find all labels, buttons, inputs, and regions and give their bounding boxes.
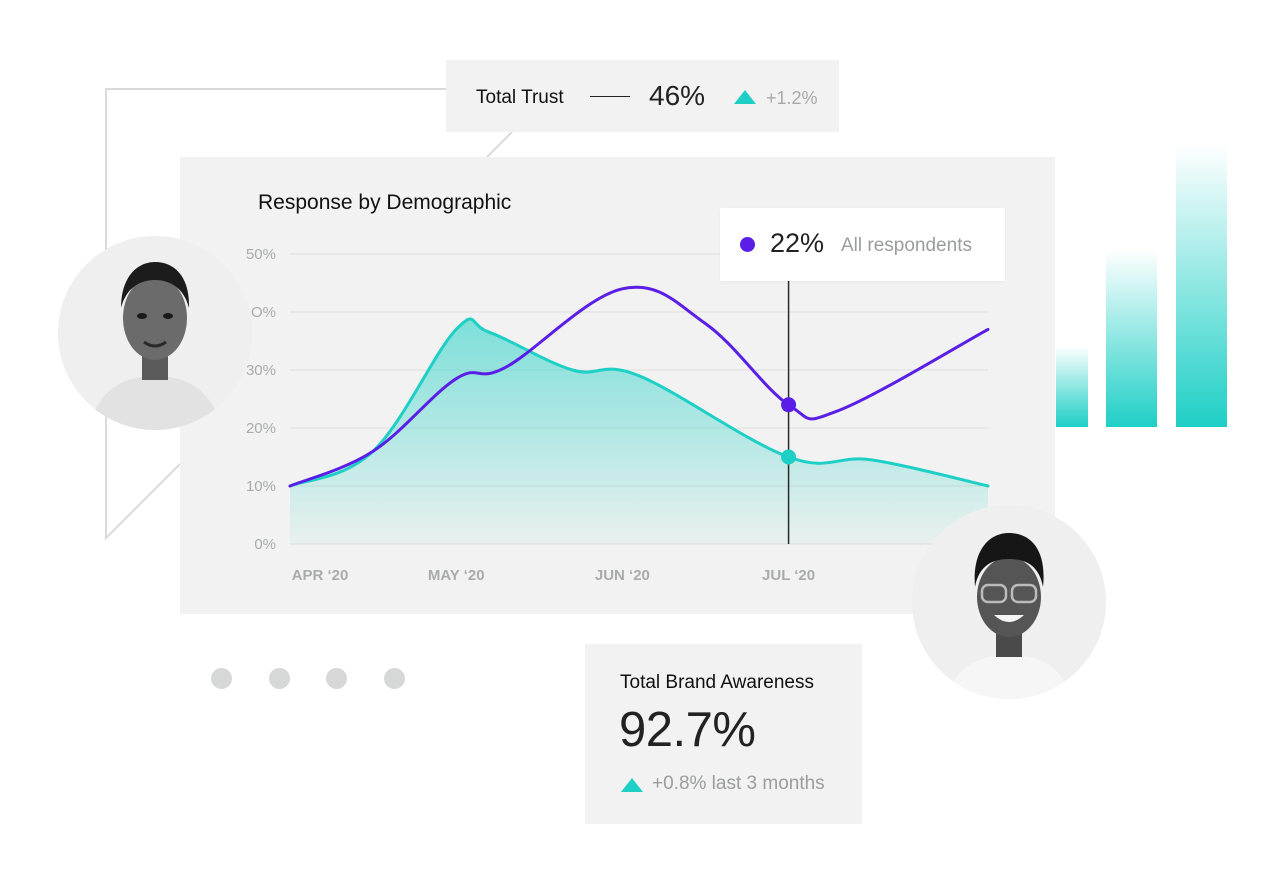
- series-area: [290, 318, 988, 544]
- x-tick-label: JUL ‘20: [762, 567, 815, 584]
- up-triangle-icon: [734, 90, 756, 104]
- decorative-bar: [1106, 250, 1157, 427]
- series-line: [288, 317, 990, 488]
- y-tick-label: 50%: [246, 246, 276, 263]
- trust-change: +1.2%: [766, 88, 818, 108]
- up-triangle-icon: [621, 778, 643, 792]
- x-tick-label: MAY ‘20: [428, 567, 485, 584]
- trust-value: 46%: [649, 80, 706, 111]
- chart-tooltip: 22% All respondents: [720, 208, 1005, 281]
- series-marker: [781, 449, 797, 465]
- avatar-man: [912, 505, 1106, 699]
- tooltip-value: 22%: [770, 228, 825, 258]
- avatar-woman: [58, 236, 252, 430]
- brand-title: Total Brand Awareness: [620, 672, 814, 693]
- y-tick-label: 1O%: [243, 304, 276, 321]
- brand-value: 92.7%: [619, 703, 756, 757]
- chart-title: Response by Demographic: [258, 191, 512, 214]
- y-tick-label: 0%: [254, 536, 276, 553]
- x-tick-label: JUN ‘20: [595, 567, 650, 584]
- pagination-dot[interactable]: [269, 668, 290, 689]
- trust-title: Total Trust: [476, 87, 564, 108]
- series-dot-icon: [740, 237, 755, 252]
- decorative-bar: [1176, 145, 1227, 427]
- x-tick-label: APR ‘20: [292, 567, 349, 584]
- y-tick-label: 10%: [246, 478, 276, 495]
- y-tick-label: 20%: [246, 420, 276, 437]
- trust-divider: [590, 96, 630, 97]
- brand-awareness-card: Total Brand Awareness 92.7% +0.8% last 3…: [585, 644, 862, 824]
- pagination-dot[interactable]: [211, 668, 232, 689]
- brand-change: +0.8% last 3 months: [652, 773, 825, 794]
- series-marker: [781, 397, 797, 413]
- pagination-dot[interactable]: [384, 668, 405, 689]
- total-trust-card: Total Trust 46% +1.2%: [446, 60, 839, 132]
- decorative-bar: [1056, 346, 1088, 427]
- tooltip-label: All respondents: [841, 235, 972, 256]
- series-line: [288, 285, 990, 488]
- y-tick-label: 30%: [246, 362, 276, 379]
- pagination-dot[interactable]: [326, 668, 347, 689]
